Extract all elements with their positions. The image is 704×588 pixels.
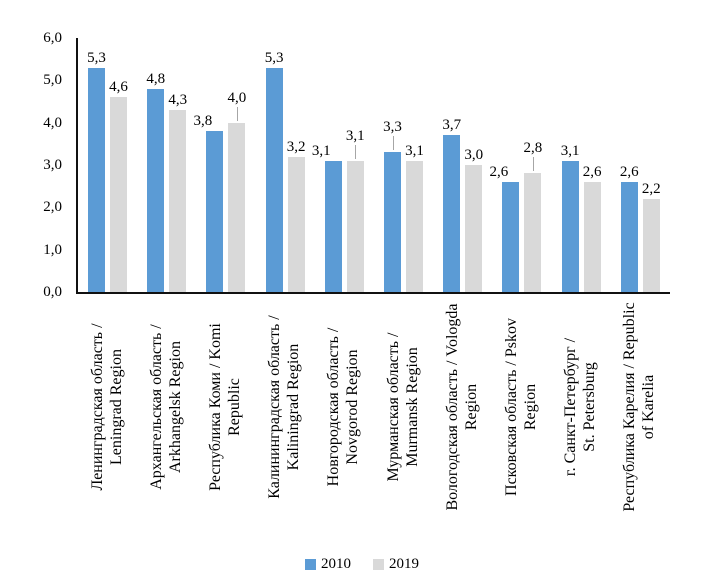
category-label-line2: Kaliningrad Region: [285, 343, 303, 471]
category-label-line1: Архангельская область /: [147, 324, 165, 490]
category-label-line1: Калининградская область /: [266, 315, 284, 499]
y-axis-tick-label: 5,0: [43, 72, 62, 89]
data-label-2010-category-4: 3,1: [311, 142, 331, 159]
category-label-line1: Республика Карелия / Republic: [621, 302, 639, 512]
x-axis-category-label: Ленинградская область / Leningrad Region: [89, 282, 127, 532]
x-axis-category-label: Архангельская область / Arkhangelsk Regio…: [148, 282, 186, 532]
y-axis-tick-label: 6,0: [43, 30, 62, 46]
y-axis-tick-label: 0,0: [43, 284, 62, 300]
x-axis-line: [76, 292, 670, 294]
y-axis-tick-label: 2,0: [43, 199, 62, 216]
x-axis-category-label: Мурманская область / Murmansk Region: [385, 282, 423, 532]
y-axis-tick-label: 1,0: [43, 241, 62, 258]
data-label-2019-category-5: 3,1: [405, 142, 424, 159]
data-label-2019-category-6: 3,0: [464, 147, 484, 163]
bar-2010-category-5: [384, 152, 401, 292]
category-label-line2: Novgorod Region: [344, 349, 362, 465]
bar-2019-category-5: [406, 160, 423, 292]
bar-2010-category-8: [561, 160, 579, 292]
data-label-2010-category-0: 5,3: [87, 49, 106, 66]
x-axis-category-label: Вологодская область / Vologda Region: [444, 282, 482, 532]
category-label-line1: Новгородская область /: [325, 327, 343, 487]
data-label-2010-category-6: 3,7: [442, 117, 462, 134]
y-axis-tick-label: 3,0: [43, 157, 62, 173]
data-label-2019-category-0: 4,6: [109, 79, 128, 96]
category-label-line2: Arkhangelsk Region: [166, 341, 184, 473]
data-label-2010-category-5: 3,3: [383, 119, 402, 136]
legend-entry-2010: 2010: [305, 556, 351, 573]
data-label-2010-category-8: 3,1: [560, 142, 580, 159]
category-label-line2: Republic: [225, 378, 243, 436]
data-label-2019-category-1: 4,3: [168, 91, 188, 108]
leader-line: [236, 106, 238, 121]
bar-2019-category-0: [110, 97, 127, 292]
x-axis-category-label: Псковская область / Pskov Region: [503, 282, 541, 532]
category-label-line2: Region: [521, 383, 539, 431]
bar-2010-category-4: [324, 160, 342, 292]
bar-2019-category-3: [287, 156, 305, 292]
category-label-line1: Республика Коми / Komi: [207, 323, 225, 491]
legend-label: 2019: [389, 556, 419, 572]
leader-line: [532, 157, 534, 172]
bar-2019-category-1: [169, 109, 187, 292]
bar-2010-category-2: [206, 131, 224, 292]
category-label-line2: St. Petersburg: [581, 362, 599, 452]
data-label-2010-category-3: 5,3: [264, 49, 284, 66]
bar-2010-category-7: [502, 181, 520, 292]
bar-2010-category-1: [147, 88, 165, 292]
data-label-2010-category-2: 3,8: [193, 113, 213, 130]
data-label-2019-category-4: 3,1: [345, 127, 365, 144]
category-label-line2: Murmansk Region: [403, 347, 421, 467]
category-label-line2: Region: [462, 383, 480, 431]
x-axis-category-label: Республика Карелия / Republic of Karelia: [621, 282, 659, 532]
bar-2019-category-4: [346, 160, 364, 292]
bar-2019-category-6: [465, 165, 483, 292]
data-label-2019-category-3: 3,2: [286, 138, 306, 155]
category-label-line1: Ленинградская область /: [88, 323, 106, 491]
leader-line: [355, 144, 357, 159]
category-label-line1: Мурманская область /: [384, 332, 402, 482]
y-axis-line: [76, 38, 78, 294]
legend-entry-2019: 2019: [373, 556, 419, 573]
data-label-2019-category-7: 2,8: [523, 140, 543, 157]
legend-label: 2010: [321, 556, 351, 572]
data-label-2019-category-8: 2,6: [582, 163, 602, 180]
category-label-line1: Псковская область / Pskov: [503, 318, 521, 496]
bar-2019-category-8: [583, 181, 601, 292]
bar-2019-category-7: [524, 173, 542, 292]
data-label-2019-category-2: 4,0: [227, 89, 247, 106]
category-label-line1: г. Санкт-Петербург /: [562, 337, 580, 477]
bar-2010-category-9: [620, 181, 638, 292]
category-label-line1: Вологодская область / Vologda: [443, 303, 461, 511]
legend: 2010 2019: [20, 556, 704, 573]
leader-line: [392, 136, 394, 151]
legend-swatch-icon: [373, 559, 384, 570]
category-label-line2: of Karelia: [640, 374, 658, 440]
data-label-2010-category-1: 4,8: [146, 70, 166, 87]
category-label-line2: Leningrad Region: [107, 349, 125, 465]
x-axis-category-label: г. Санкт-Петербург / St. Petersburg: [562, 282, 600, 532]
legend-swatch-icon: [305, 559, 316, 570]
data-label-2010-category-9: 2,6: [619, 163, 639, 180]
x-axis-category-label: Калининградская область / Kaliningrad Reg…: [266, 282, 304, 532]
bar-2019-category-9: [642, 198, 660, 292]
bar-2010-category-6: [443, 135, 461, 292]
data-label-2010-category-7: 2,6: [489, 163, 509, 180]
bar-2010-category-3: [265, 67, 283, 292]
x-axis-category-label: Республика Коми / Komi Republic: [207, 282, 245, 532]
bar-2019-category-2: [228, 122, 246, 292]
x-axis-category-label: Новгородская область / Novgorod Region: [325, 282, 363, 532]
bar-2010-category-0: [88, 67, 105, 292]
data-label-2019-category-9: 2,2: [641, 180, 661, 197]
y-axis-tick-label: 4,0: [43, 114, 62, 131]
